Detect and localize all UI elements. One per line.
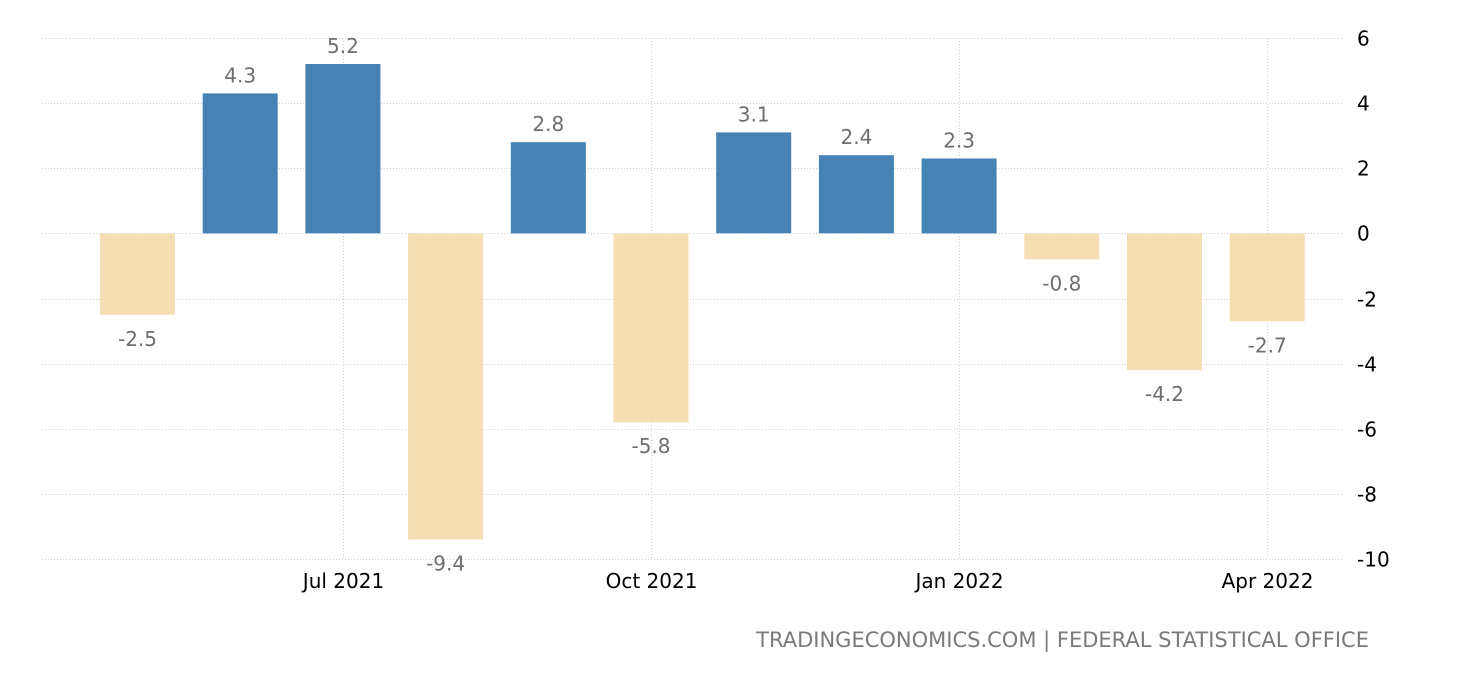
data-label: 2.3 — [943, 129, 975, 153]
source-attribution: TRADINGECONOMICS.COM | FEDERAL STATISTIC… — [756, 628, 1369, 652]
bar — [408, 233, 484, 540]
y-tick-label: -10 — [1357, 548, 1390, 572]
data-label: -2.7 — [1248, 333, 1287, 357]
data-label: 3.1 — [738, 102, 770, 126]
bars — [100, 64, 1305, 540]
y-tick-label: 0 — [1357, 222, 1370, 246]
bar — [1229, 233, 1305, 322]
bar — [202, 93, 278, 234]
bar — [1127, 233, 1202, 371]
bar — [613, 233, 689, 423]
data-label: 2.4 — [840, 125, 872, 149]
y-tick-label: 4 — [1357, 92, 1370, 116]
data-label: 4.3 — [224, 63, 256, 87]
x-tick-label: Jan 2022 — [913, 569, 1003, 593]
bar — [1024, 233, 1100, 260]
data-label: -5.8 — [631, 434, 670, 458]
bar — [921, 158, 997, 234]
bar — [305, 64, 381, 234]
bar — [818, 155, 894, 234]
y-axis: 6 4 2 0 -2 -4 -6 -8 -10 — [1357, 27, 1390, 572]
data-label: -9.4 — [426, 552, 465, 576]
y-tick-label: -6 — [1357, 418, 1377, 442]
x-tick-label: Jul 2021 — [301, 569, 384, 593]
y-tick-label: 2 — [1357, 157, 1370, 181]
bar — [510, 142, 586, 234]
x-tick-label: Apr 2022 — [1222, 569, 1314, 593]
x-tick-label: Oct 2021 — [606, 569, 698, 593]
y-tick-label: -4 — [1357, 353, 1377, 377]
data-label: 5.2 — [327, 34, 359, 58]
bar — [716, 132, 792, 234]
y-tick-label: 6 — [1357, 27, 1370, 51]
bar — [100, 233, 175, 315]
y-tick-label: -2 — [1357, 288, 1377, 312]
data-label: -0.8 — [1042, 271, 1081, 295]
data-label: -4.2 — [1145, 382, 1184, 406]
y-tick-label: -8 — [1357, 483, 1377, 507]
data-labels: -2.5 4.3 5.2 -9.4 2.8 -5.8 3.1 2.4 2.3 -0.8 -4.2 -2… — [118, 34, 1287, 576]
data-label: -2.5 — [118, 327, 157, 351]
data-label: 2.8 — [532, 112, 564, 136]
x-axis: Jul 2021 Oct 2021 Jan 2022 Apr 2022 — [301, 569, 1314, 593]
